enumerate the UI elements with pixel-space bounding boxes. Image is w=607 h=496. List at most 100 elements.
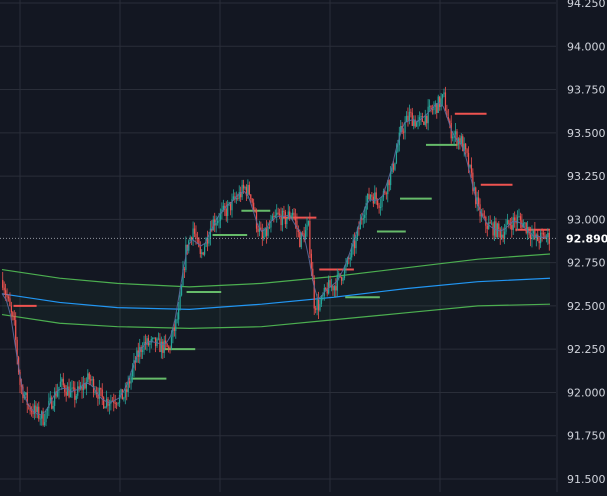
candle-body bbox=[408, 111, 411, 121]
candle-body bbox=[395, 151, 398, 163]
candle-body bbox=[294, 216, 297, 221]
last-price-badge-bg bbox=[558, 229, 607, 248]
candle-body bbox=[263, 236, 265, 239]
candle-body bbox=[469, 164, 471, 168]
candle-body bbox=[71, 387, 73, 390]
candle-body bbox=[228, 202, 230, 205]
candle-body bbox=[329, 280, 331, 288]
candle-body bbox=[297, 228, 299, 232]
candle-body bbox=[162, 341, 164, 353]
candle-body bbox=[524, 222, 526, 224]
candle-body bbox=[196, 238, 199, 239]
candle-body bbox=[333, 286, 336, 291]
candle-body bbox=[495, 221, 497, 237]
candle-body bbox=[454, 131, 457, 135]
candle-body bbox=[309, 220, 311, 254]
candle-body bbox=[92, 379, 95, 393]
candle-body bbox=[56, 391, 59, 397]
candle-body bbox=[120, 389, 122, 396]
candle-body bbox=[427, 106, 429, 124]
candle-body bbox=[15, 320, 17, 340]
candle-body bbox=[130, 376, 132, 384]
y-tick-label: 93.750 bbox=[567, 84, 606, 97]
candle-body bbox=[316, 299, 318, 310]
candle-body bbox=[36, 406, 38, 413]
band_lower-line bbox=[1, 303, 551, 330]
candle-body bbox=[335, 286, 337, 291]
candle-body bbox=[66, 386, 69, 396]
candle-body bbox=[473, 187, 475, 191]
candle-body bbox=[541, 232, 543, 234]
candle-body bbox=[46, 408, 49, 411]
candle-body bbox=[235, 197, 237, 200]
candle-body bbox=[493, 221, 496, 236]
candle-body bbox=[30, 410, 33, 412]
candle-body bbox=[153, 337, 155, 339]
candle-body bbox=[377, 199, 379, 206]
candle-body bbox=[4, 290, 7, 295]
candle-body bbox=[149, 342, 151, 346]
candle-body bbox=[270, 220, 272, 228]
band-fill bbox=[2, 253, 550, 329]
candle-body bbox=[387, 180, 389, 195]
candle-body bbox=[537, 234, 539, 241]
candle-body bbox=[529, 234, 532, 239]
candle-body bbox=[315, 308, 317, 310]
candle-body bbox=[33, 405, 36, 415]
y-tick-label: 91.500 bbox=[567, 473, 606, 486]
candle-body bbox=[483, 216, 486, 218]
candle-body bbox=[103, 397, 105, 409]
candle-body bbox=[418, 117, 421, 120]
candle-body bbox=[283, 210, 285, 212]
candle-body bbox=[152, 338, 154, 339]
candle-body bbox=[178, 308, 180, 320]
candle-body bbox=[444, 92, 447, 111]
candle-body bbox=[511, 225, 513, 230]
candle-body bbox=[121, 389, 124, 400]
candle-body bbox=[488, 222, 490, 229]
candle-body bbox=[105, 398, 108, 407]
candle-body bbox=[465, 143, 467, 150]
indicator-lines bbox=[1, 253, 551, 330]
candle-body bbox=[264, 227, 266, 237]
candle-body bbox=[477, 197, 480, 205]
candle-body bbox=[501, 234, 503, 238]
candle-body bbox=[296, 220, 298, 229]
candle-body bbox=[351, 246, 353, 258]
candle-body bbox=[140, 347, 142, 353]
candle-body bbox=[508, 220, 510, 225]
candle-body bbox=[379, 206, 382, 208]
candle-body bbox=[154, 337, 157, 347]
candle-body bbox=[303, 233, 305, 240]
candle-body bbox=[41, 411, 43, 419]
candle-body bbox=[193, 228, 196, 234]
candle-body bbox=[9, 298, 11, 306]
candle-body bbox=[245, 187, 248, 196]
candle-body bbox=[358, 228, 360, 230]
candle-body bbox=[414, 119, 416, 127]
candle-body bbox=[238, 191, 240, 199]
candle-body bbox=[218, 220, 220, 222]
candle-body bbox=[463, 143, 465, 151]
candle-body bbox=[79, 385, 82, 389]
candle-body bbox=[72, 387, 75, 389]
candle-body bbox=[326, 289, 328, 294]
candle-body bbox=[189, 237, 191, 241]
candle-body bbox=[198, 238, 200, 247]
candle-body bbox=[336, 274, 338, 291]
candle-body bbox=[361, 219, 363, 221]
candle-body bbox=[300, 232, 302, 248]
candle-body bbox=[114, 402, 116, 404]
candle-body bbox=[215, 223, 217, 226]
candle-body bbox=[492, 223, 494, 236]
candle-body bbox=[81, 385, 83, 391]
candle-body bbox=[159, 338, 161, 353]
candle-body bbox=[423, 121, 425, 125]
candle-body bbox=[348, 258, 350, 260]
candle-body bbox=[490, 223, 493, 225]
grid bbox=[0, 0, 556, 492]
candle-body bbox=[126, 389, 128, 392]
